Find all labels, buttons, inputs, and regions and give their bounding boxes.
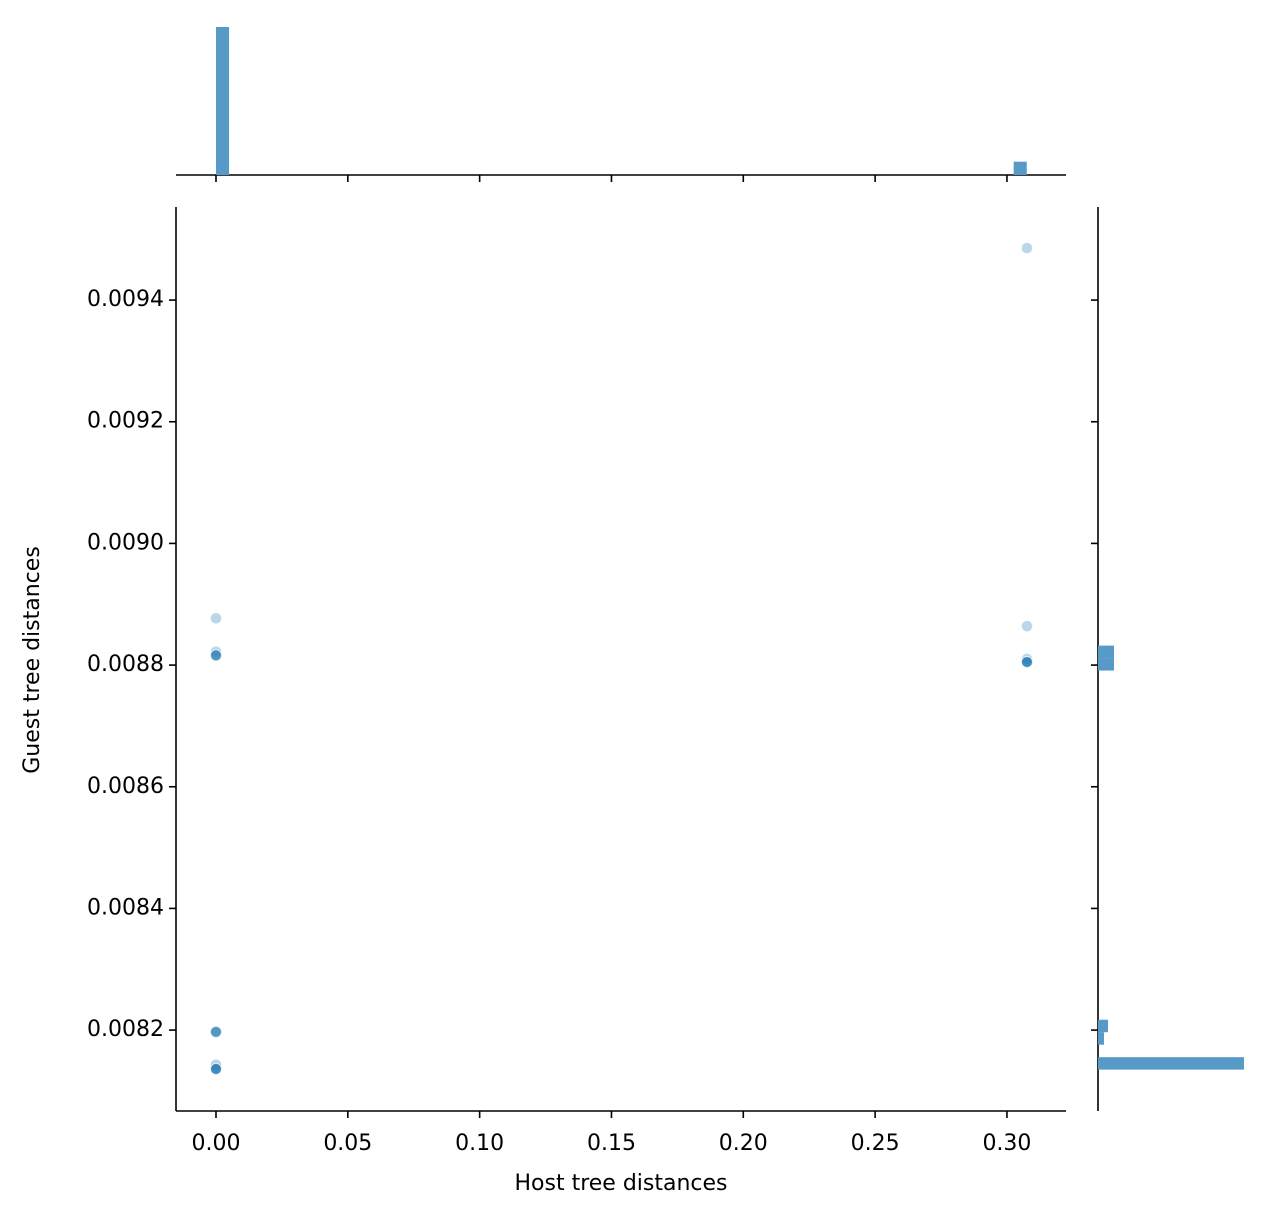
x-tick-label: 0.05	[323, 1131, 372, 1156]
x-tick-label: 0.25	[851, 1131, 900, 1156]
scatter-point	[1021, 656, 1033, 668]
scatter-point	[1021, 242, 1033, 254]
right-histogram-bar	[1098, 1019, 1108, 1033]
y-tick-label: 0.0094	[87, 287, 164, 312]
top-histogram-bar	[215, 27, 230, 175]
x-axis-label: Host tree distances	[514, 1171, 727, 1196]
right-histogram-bar	[1098, 1057, 1244, 1070]
y-axis-label: Guest tree distances	[20, 546, 45, 774]
x-tick-label: 0.30	[982, 1131, 1031, 1156]
y-tick-label: 0.0092	[87, 409, 164, 434]
right-histogram-bar	[1098, 1032, 1104, 1045]
scatter-point	[210, 649, 222, 662]
y-tick-label: 0.0082	[87, 1017, 164, 1042]
scatter-point	[210, 1026, 222, 1038]
right-histogram-bar	[1098, 658, 1114, 671]
y-tick-label: 0.0084	[87, 895, 164, 920]
x-tick-label: 0.00	[192, 1131, 241, 1156]
right-histogram-bar	[1098, 645, 1114, 659]
scatter-point	[210, 612, 222, 625]
x-tick-label: 0.10	[455, 1131, 504, 1156]
y-tick-label: 0.0090	[87, 530, 164, 555]
x-tick-label: 0.15	[587, 1131, 636, 1156]
scatter-point	[210, 1058, 222, 1071]
scatter-point	[1021, 653, 1033, 665]
scatter-point	[210, 645, 222, 658]
y-tick-label: 0.0086	[87, 774, 164, 799]
scatter-point	[1021, 620, 1033, 633]
x-tick-label: 0.20	[719, 1131, 768, 1156]
y-tick-label: 0.0088	[87, 652, 164, 677]
scatter-point	[210, 1063, 222, 1075]
top-histogram-bar	[1013, 161, 1027, 175]
